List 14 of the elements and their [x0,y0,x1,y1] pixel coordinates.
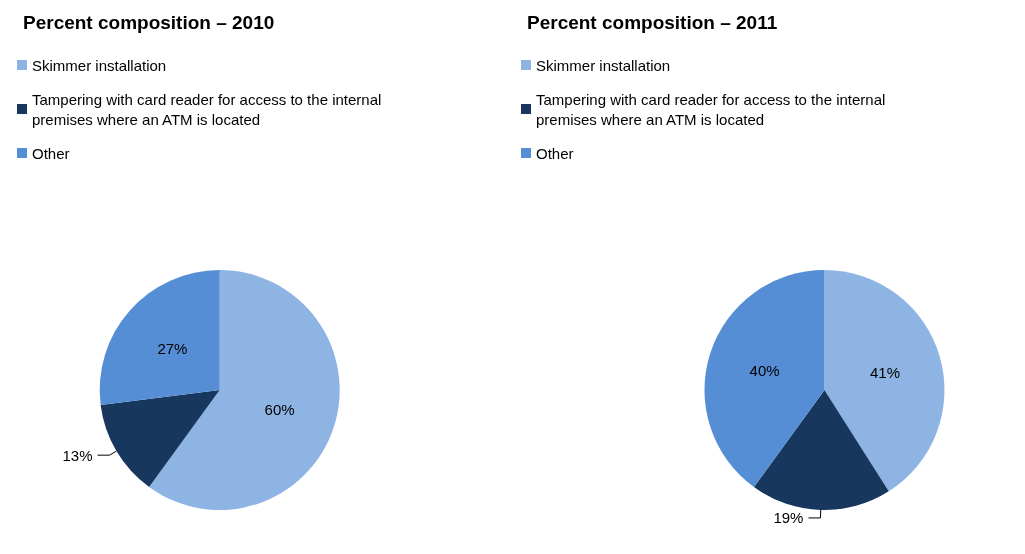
legend-label: Other [32,144,70,162]
data-label: 19% [773,509,804,527]
data-label: 40% [749,362,780,380]
legend-label: Skimmer installation [536,56,671,74]
legend-label: Tampering with card reader for access to the internal premises where an ATM is located [536,90,890,128]
legend-label: Skimmer installation [32,56,167,74]
legend-label: Other [536,144,574,162]
data-label: 60% [264,400,295,418]
chart-title: Percent composition – 2011 [527,12,778,33]
data-label: 41% [869,363,900,381]
data-label: 27% [157,339,188,357]
data-label: 13% [62,446,93,464]
chart-title: Percent composition – 2010 [23,12,275,33]
legend-label: Tampering with card reader for access to the internal premises where an ATM is located [32,90,386,128]
